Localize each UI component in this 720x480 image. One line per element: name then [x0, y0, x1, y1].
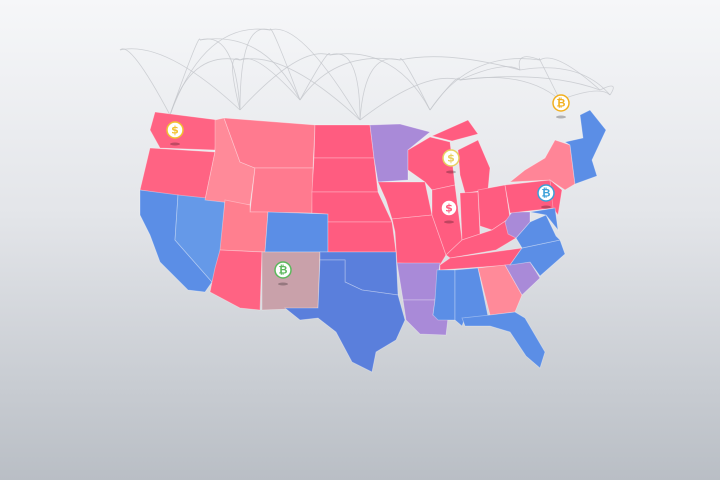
state-nm[interactable] [261, 251, 321, 311]
network-arc [429, 77, 461, 111]
state-ga[interactable] [477, 264, 523, 316]
state-wy[interactable] [249, 167, 314, 214]
state-ar[interactable] [396, 262, 441, 301]
state-sd[interactable] [311, 157, 379, 193]
pin-il[interactable]: $ [440, 199, 458, 224]
pin-shadow [446, 170, 456, 174]
bitcoin-icon: ₿ [542, 187, 551, 200]
pin-wa[interactable]: $ [166, 121, 184, 146]
network-arc [518, 56, 541, 71]
state-mi-upper[interactable] [430, 119, 479, 142]
network-arc [119, 48, 171, 116]
network-arc [232, 58, 241, 111]
network-arc [299, 53, 331, 101]
network-arc [239, 58, 361, 121]
network-arc [329, 53, 431, 111]
network-arc [599, 85, 614, 96]
dollar-icon: $ [445, 202, 453, 215]
pin-me[interactable]: ₿ [552, 94, 570, 119]
pin-circle [552, 94, 570, 112]
state-co[interactable] [264, 211, 329, 253]
state-fl[interactable] [461, 311, 546, 369]
pin-circle [166, 121, 184, 139]
pin-nm[interactable]: ₿ [274, 261, 292, 286]
network-arc [459, 66, 521, 81]
network-arc [399, 58, 431, 111]
bitcoin-icon: ₿ [279, 264, 288, 277]
pin-wi[interactable]: $ [442, 149, 460, 174]
pin-pa[interactable]: ₿ [537, 184, 555, 209]
state-tx[interactable] [283, 259, 406, 373]
state-ms[interactable] [432, 269, 456, 321]
state-wa[interactable] [149, 111, 219, 151]
network-arcs [119, 28, 614, 121]
state-in[interactable] [459, 191, 481, 241]
pin-circle [537, 184, 555, 202]
network-arc [169, 58, 241, 116]
state-mi[interactable] [457, 139, 491, 194]
network-arc [269, 28, 301, 101]
network-arc [269, 28, 361, 121]
network-arc [329, 53, 361, 121]
state-az[interactable] [209, 249, 263, 311]
network-arc [199, 38, 241, 111]
network-arc [459, 76, 601, 91]
network-arc [299, 57, 401, 101]
network-arc [399, 56, 521, 71]
state-la[interactable] [402, 299, 449, 336]
pin-shadow [170, 142, 180, 146]
network-arc [169, 28, 271, 116]
state-ks[interactable] [327, 221, 397, 253]
network-arc [539, 57, 601, 91]
states [139, 109, 607, 373]
pin-shadow [556, 115, 566, 119]
network-arc [429, 58, 541, 111]
pin-circle [274, 261, 292, 279]
pin-shadow [444, 220, 454, 224]
network-arc [119, 48, 241, 111]
pin-shadow [541, 205, 551, 209]
bitcoin-icon: ₿ [557, 97, 566, 110]
pin-shadow [278, 282, 288, 286]
state-new-england[interactable] [563, 109, 607, 185]
state-md-de[interactable] [529, 207, 559, 232]
network-arc [459, 77, 561, 101]
pin-circle [442, 149, 460, 167]
network-arc [538, 58, 561, 101]
network-arc [239, 58, 301, 101]
network-arc [359, 77, 461, 121]
dollar-icon: $ [171, 124, 179, 137]
pin-circle [440, 199, 458, 217]
network-arc [239, 28, 271, 111]
network-arc [359, 58, 401, 121]
network-arc [199, 38, 301, 101]
network-arc [239, 53, 331, 111]
pins: $ ₿ $ $ ₿ ₿ [166, 94, 570, 286]
dollar-icon: $ [447, 152, 455, 165]
state-nd[interactable] [313, 124, 375, 159]
